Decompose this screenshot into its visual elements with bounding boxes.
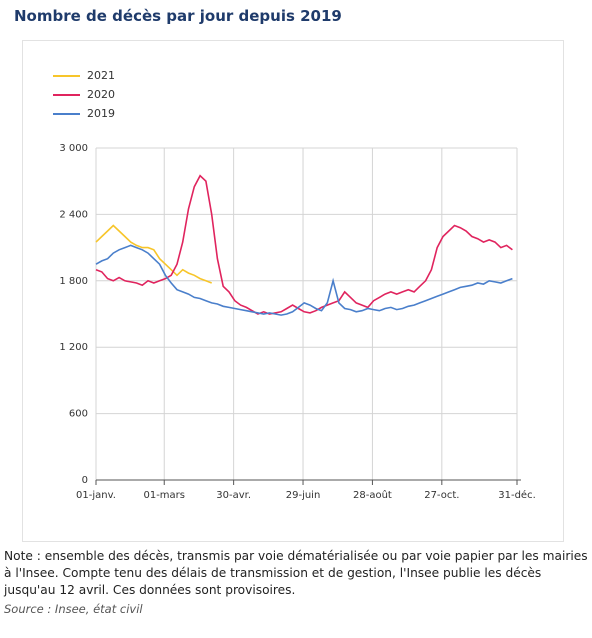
y-tick-label: 0 [82,475,88,486]
x-tick-label: 28-août [353,489,392,501]
legend-label: 2020 [87,88,115,101]
y-tick-label: 2 400 [59,209,88,220]
x-tick-label: 01-mars [143,490,185,501]
x-tick-label: 30-avr. [216,490,251,501]
chart-title: Nombre de décès par jour depuis 2019 [14,7,342,25]
note: Note : ensemble des décès, transmis par … [4,549,588,597]
x-tick-label: 29-juin [286,490,321,501]
source: Source : Insee, état civil [4,602,143,616]
y-tick-label: 600 [69,409,88,420]
legend-label: 2019 [87,107,115,120]
y-tick-label: 3 000 [59,143,88,154]
series-line [95,174,513,315]
y-tick-label: 1 200 [59,342,88,353]
chart-frame [22,40,564,542]
x-tick-label: 27-oct. [424,490,459,501]
x-tick-label: 31-déc. [498,489,536,501]
series-line [95,244,513,316]
chart: 0 600 1 200 1 800 2 400 3 000 01-janv. 01-mars 3… [53,69,536,501]
legend-label: 2021 [87,69,115,82]
series-line [95,224,212,284]
x-tick-label: 01-janv. [76,490,116,501]
y-tick-label: 1 800 [59,276,88,287]
